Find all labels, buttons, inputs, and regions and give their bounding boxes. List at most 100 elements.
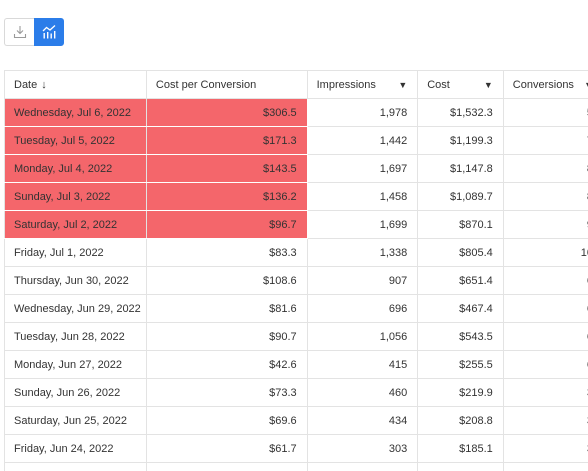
cell-impressions: 460	[307, 379, 418, 407]
cell-cost-per-conversion: $306.5	[146, 99, 307, 127]
column-header-date[interactable]: Date ↓	[5, 71, 147, 99]
cell-conversions: 3	[503, 407, 588, 435]
cell-conversions: 6	[503, 267, 588, 295]
cell-cost-per-conversion: $83.3	[146, 239, 307, 267]
table-header-row: Date↓ Cost per Conversion Impressions ▼ …	[5, 71, 588, 99]
cell-cost: $1,147.8	[418, 155, 504, 183]
cell-cost: $651.4	[418, 267, 504, 295]
dropdown-caret-icon[interactable]: ▼	[584, 80, 588, 90]
cell-cost-per-conversion: $143.5	[146, 155, 307, 183]
cell-cost: $255.5	[418, 351, 504, 379]
table-row[interactable]: Monday, Jul 4, 2022$143.51,697$1,147.88	[5, 155, 588, 183]
column-label: Cost per Conversion	[156, 79, 256, 91]
column-label: Cost	[427, 79, 450, 91]
sort-descending-icon: ↓	[41, 79, 47, 91]
cell-cost-per-conversion: $81.6	[146, 295, 307, 323]
cell-cost-per-conversion: $61.7	[146, 435, 307, 463]
cell-impressions: 1,338	[307, 239, 418, 267]
cell-conversions: 6	[503, 295, 588, 323]
column-header-cost[interactable]: Cost ▼	[418, 71, 504, 99]
cell-conversions: 3	[503, 379, 588, 407]
cell-date: Sunday, Jun 26, 2022	[5, 379, 147, 407]
cell-conversions: 6	[503, 323, 588, 351]
cell-impressions: 303	[307, 435, 418, 463]
data-table: Date↓ Cost per Conversion Impressions ▼ …	[4, 71, 588, 471]
cell-conversions: 5	[503, 99, 588, 127]
table-row[interactable]: Saturday, Jul 2, 2022$96.71,699$870.19	[5, 211, 588, 239]
cell-impressions: 1,699	[307, 211, 418, 239]
cell-date: Thursday, Jun 30, 2022	[5, 267, 147, 295]
cell-date: Tuesday, Jul 5, 2022	[5, 127, 147, 155]
cell-impressions: 1,442	[307, 127, 418, 155]
cell-conversions: 8	[503, 183, 588, 211]
cell-conversions: 7	[503, 127, 588, 155]
cell-impressions: 1,458	[307, 183, 418, 211]
cell-date: Wednesday, Jun 29, 2022	[5, 295, 147, 323]
cell-date: Friday, Jun 24, 2022	[5, 435, 147, 463]
cell-impressions: 696	[307, 295, 418, 323]
cell-conversions: 10	[503, 239, 588, 267]
table-row[interactable]: Tuesday, Jul 5, 2022$171.31,442$1,199.37	[5, 127, 588, 155]
cell-cost-per-conversion: $73.3	[146, 379, 307, 407]
cell-impressions: 434	[307, 407, 418, 435]
cell-cost: $219.9	[418, 379, 504, 407]
cell-cost-per-conversion: $69.6	[146, 407, 307, 435]
cell-cost: $870.1	[418, 211, 504, 239]
cell-impressions: 1,978	[307, 99, 418, 127]
chart-icon	[41, 24, 57, 40]
column-label: Impressions	[317, 79, 376, 91]
cell-cost-per-conversion: $42.6	[146, 351, 307, 379]
cell-impressions: 1,697	[307, 155, 418, 183]
cell-date: Saturday, Jul 2, 2022	[5, 211, 147, 239]
cell-cost-per-conversion: $171.3	[146, 127, 307, 155]
cell-cost: $467.4	[418, 295, 504, 323]
cell-cost: $1,532.3	[418, 99, 504, 127]
cell-conversions: 3	[503, 435, 588, 463]
download-icon	[13, 25, 27, 39]
cell-impressions: 415	[307, 351, 418, 379]
cell-date: Tuesday, Jun 28, 2022	[5, 323, 147, 351]
cell-date: Sunday, Jul 3, 2022	[5, 183, 147, 211]
cell-date: Saturday, Jun 25, 2022	[5, 407, 147, 435]
table-row[interactable]: Friday, Jul 1, 2022$83.31,338$805.410	[5, 239, 588, 267]
table-row[interactable]: Tuesday, Jun 28, 2022$90.71,056$543.56	[5, 323, 588, 351]
table-row[interactable]: Sunday, Jul 3, 2022$136.21,458$1,089.78	[5, 183, 588, 211]
data-grid: Date↓ Cost per Conversion Impressions ▼ …	[4, 70, 588, 471]
cell-impressions: 907	[307, 267, 418, 295]
column-header-impressions[interactable]: Impressions ▼	[307, 71, 418, 99]
export-button[interactable]	[4, 18, 34, 46]
cell-cost: $805.4	[418, 239, 504, 267]
chart-view-button[interactable]	[34, 18, 64, 46]
cell-cost: $1,089.7	[418, 183, 504, 211]
cell-cost-per-conversion: $90.7	[146, 323, 307, 351]
cell-impressions: 1,056	[307, 323, 418, 351]
cell-cost-per-conversion: $136.2	[146, 183, 307, 211]
cell-cost-per-conversion: $96.7	[146, 211, 307, 239]
cell-cost: $208.8	[418, 407, 504, 435]
toolbar	[4, 18, 64, 46]
cell-cost: $1,199.3	[418, 127, 504, 155]
column-header-conversions[interactable]: Conversions ▼	[503, 71, 588, 99]
cell-cost: $543.5	[418, 323, 504, 351]
cell-conversions: 6	[503, 351, 588, 379]
cell-cost: $185.1	[418, 435, 504, 463]
column-label: Conversions	[513, 79, 574, 91]
cell-conversions: 9	[503, 211, 588, 239]
cell-date: Friday, Jul 1, 2022	[5, 239, 147, 267]
cell-conversions: 8	[503, 155, 588, 183]
cell-cost-per-conversion: $108.6	[146, 267, 307, 295]
column-label: Date	[14, 79, 37, 91]
cell-date: Wednesday, Jul 6, 2022	[5, 99, 147, 127]
column-header-cost-per-conversion[interactable]: Cost per Conversion	[146, 71, 307, 99]
dropdown-caret-icon[interactable]: ▼	[484, 80, 493, 90]
cell-date: Monday, Jul 4, 2022	[5, 155, 147, 183]
dropdown-caret-icon[interactable]: ▼	[398, 80, 407, 90]
